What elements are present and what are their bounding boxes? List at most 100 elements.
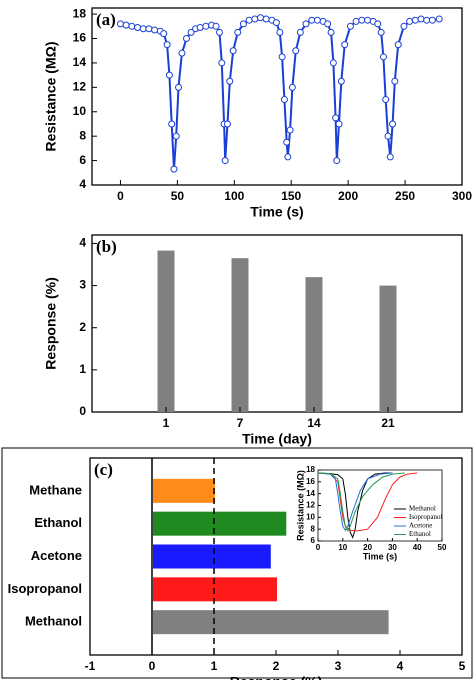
y-tick-label: 6 [311,536,316,545]
panel-label: (c) [94,460,113,479]
marker [216,28,224,36]
marker [288,83,296,91]
legend-label: Methanol [409,505,436,513]
marker [239,20,247,28]
marker [139,25,147,33]
y-tick-label: 18 [306,465,315,474]
bar [153,544,271,569]
x-tick-label: 1 [163,416,170,430]
bar [153,511,287,536]
marker [302,20,310,28]
x-tick-label: 20 [363,543,372,552]
bar [153,478,215,503]
marker [284,153,292,161]
x-axis-label: Time (day) [242,431,312,447]
marker [386,153,394,161]
marker [341,41,349,49]
marker [358,16,366,24]
line [317,472,405,532]
bar [305,277,323,412]
x-axis-label: Time (s) [363,551,397,561]
x-tick-label: 21 [381,416,395,430]
y-tick-label: 14 [306,489,315,498]
plot-frame [91,234,463,413]
marker [352,17,360,25]
y-tick-label: 10 [306,512,315,521]
marker [212,22,220,30]
marker [218,59,226,67]
x-axis-label: Time (s) [250,204,303,220]
x-tick-label: 40 [413,543,422,552]
bar [153,577,277,602]
plot-frame [91,7,463,186]
y-category-label: Methanol [25,614,82,629]
marker [160,30,168,38]
x-tick-label: 50 [438,543,447,552]
marker [377,28,385,36]
marker [168,120,176,128]
marker [145,25,153,33]
marker [364,16,372,24]
x-tick-label: 250 [395,189,415,203]
y-tick-label: 0 [79,404,86,418]
marker [283,138,291,146]
marker [196,24,204,32]
panel-label: (b) [96,237,117,256]
line [317,472,418,532]
y-category-label: Isopropanol [8,581,82,596]
bar [157,250,175,412]
y-tick-label: 18 [73,6,87,20]
panel-c-frame [1,447,473,679]
marker [256,14,264,22]
marker [384,132,392,140]
marker [170,165,178,173]
x-tick-label: 300 [452,189,472,203]
marker [346,22,354,30]
marker [423,16,431,24]
marker [172,132,180,140]
x-tick-label: 0 [316,543,321,552]
marker [223,120,231,128]
bar [379,285,397,412]
marker [335,120,343,128]
x-tick-label: 10 [338,543,347,552]
marker [178,49,186,57]
y-tick-label: 16 [306,477,315,486]
marker [234,28,242,36]
x-tick-label: 0 [149,659,156,673]
marker [329,59,337,67]
marker [202,22,210,30]
marker [417,15,425,23]
marker [245,16,253,24]
y-tick-label: 14 [73,55,87,69]
marker [296,28,304,36]
marker [327,28,335,36]
legend-label: Isopropanol [409,513,442,521]
x-tick-label: 14 [307,416,321,430]
y-tick-label: 12 [73,80,87,94]
marker [175,83,183,91]
x-tick-label: 100 [224,189,244,203]
marker [391,77,399,85]
marker [229,47,237,55]
marker [122,21,130,29]
marker [116,20,124,28]
y-tick-label: 4 [79,236,86,250]
marker [286,126,294,134]
inset-bg [290,462,452,562]
x-tick-label: 3 [335,659,342,673]
marker [221,157,229,165]
bar [153,610,389,635]
marker [333,157,341,165]
marker [187,28,195,36]
y-tick-label: 1 [79,362,86,376]
marker [272,19,280,27]
marker [435,15,443,23]
y-category-label: Acetone [31,548,82,563]
line [120,16,440,170]
y-tick-label: 4 [79,177,86,191]
y-tick-label: 10 [73,104,87,118]
bar [231,258,249,412]
marker [251,15,259,23]
